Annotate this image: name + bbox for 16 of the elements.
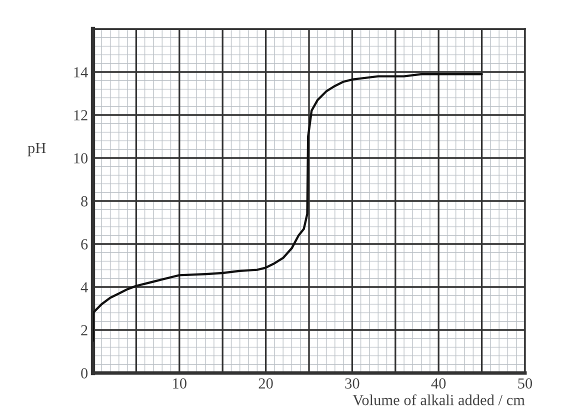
x-tick-label: 50 (518, 378, 532, 389)
line-series (93, 73, 483, 342)
x-tick-label: 30 (345, 378, 360, 389)
x-tick-label: 40 (431, 378, 446, 389)
y-tick-label: 4 (80, 282, 88, 292)
y-tick-label: 8 (81, 196, 88, 206)
y-tick-label: 0 (81, 368, 88, 378)
x-tick-label: 20 (258, 378, 273, 389)
y-tick-label: 2 (81, 325, 88, 336)
y-tick-label: 6 (81, 239, 88, 250)
x-tick-label: 10 (173, 378, 186, 389)
y-axis-title: pH (28, 143, 46, 156)
y-tick-label: 12 (74, 110, 88, 120)
x-axis-title: Volume of alkali added / cm (352, 394, 525, 406)
y-tick-label: 10 (74, 153, 88, 164)
y-tick-label: 14 (74, 67, 88, 78)
